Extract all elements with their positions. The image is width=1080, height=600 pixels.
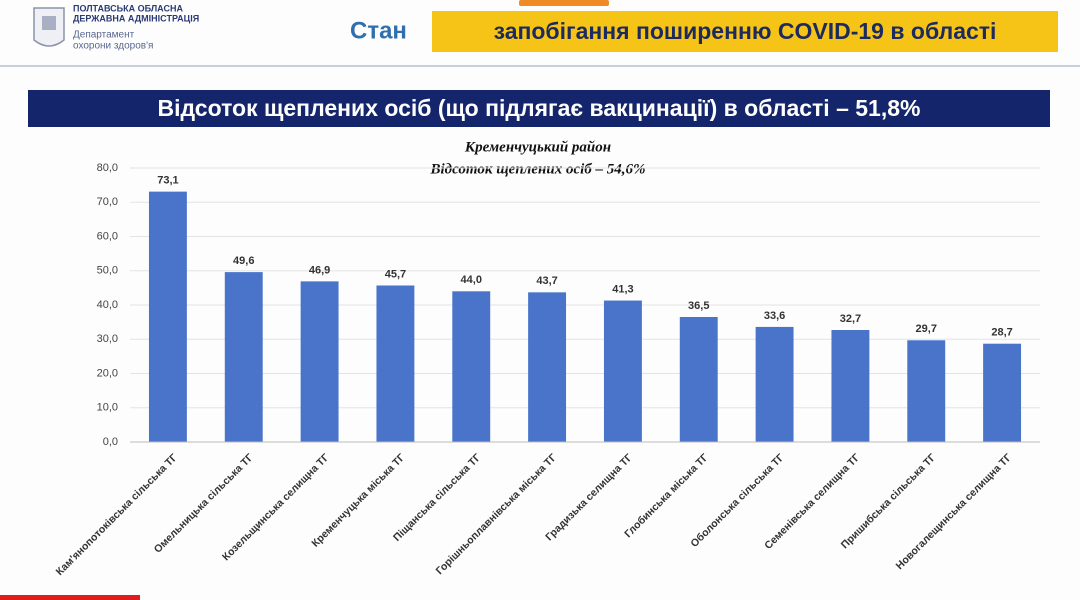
tag [519,0,609,6]
bar [755,326,794,442]
logo [33,7,65,47]
header-title-left: Стан [350,17,407,44]
footer-bar [0,595,140,600]
y-tick-label: 70,0 [97,196,118,208]
data-label: 36,5 [688,300,709,312]
bar [983,343,1022,442]
banner [28,90,1050,127]
data-label: 32,7 [840,313,861,325]
y-tick-label: 50,0 [97,265,118,277]
y-tick-label: 80,0 [97,162,118,174]
data-label: 33,6 [764,310,785,322]
bar [603,300,642,442]
bar [224,272,263,442]
data-label: 43,7 [536,275,557,287]
y-tick-label: 60,0 [97,230,118,242]
bar [528,292,567,442]
y-tick-label: 0,0 [103,436,118,448]
data-label: 41,3 [612,283,633,295]
data-label: 46,9 [309,264,330,276]
bar [148,191,187,442]
y-tick-label: 20,0 [97,367,118,379]
y-tick-label: 10,0 [97,402,118,414]
header-highlight [432,11,1058,52]
bar [300,281,339,442]
org-line: ПОЛТАВСЬКА ОБЛАСНА [73,3,183,13]
bar [831,330,870,442]
bar [679,316,718,442]
org-line: ДЕРЖАВНА АДМІНІСТРАЦІЯ [73,13,199,23]
dept-line: Департамент [73,30,135,41]
data-label: 45,7 [385,268,406,280]
y-tick-label: 30,0 [97,333,118,345]
banner-text: Відсоток щеплених осіб (що підлягає вакц… [158,95,921,121]
header-title-right: запобігання поширенню COVID-19 в області [494,18,997,44]
bar [376,285,415,442]
chart-title: Кременчуцький район [464,139,611,155]
data-label: 44,0 [461,274,482,286]
chart-subtitle: Відсоток щеплених осіб – 54,6% [429,161,645,177]
bar [452,291,491,442]
data-label: 28,7 [991,327,1012,339]
data-label: 73,1 [157,175,178,187]
y-tick-label: 40,0 [97,299,118,311]
dept-line: охорони здоров'я [73,41,153,52]
data-label: 29,7 [916,323,937,335]
bar [907,340,946,442]
data-label: 49,6 [233,255,254,267]
